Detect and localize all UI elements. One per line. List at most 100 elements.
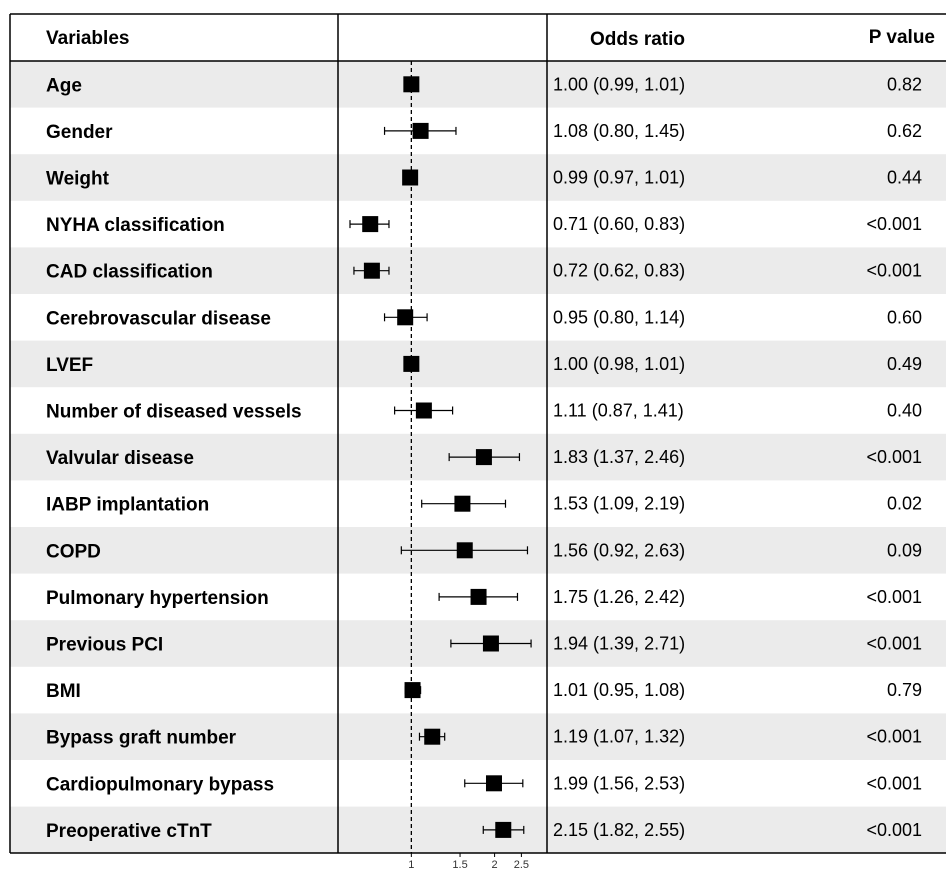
p-value: 0.62 [887,121,922,141]
odds-ratio-value: 1.11 (0.87, 1.41) [553,401,684,421]
odds-ratio-value: 1.19 (1.07, 1.32) [553,727,685,747]
variable-label: Gender [46,122,113,143]
or-point [397,309,414,326]
table-row: IABP implantation 1.53 (1.09, 2.19) 0.02 [46,494,922,516]
table-row: Pulmonary hypertension 1.75 (1.26, 2.42) <… [46,587,922,609]
variable-label: BMI [46,681,81,702]
odds-ratio-value: 1.00 (0.98, 1.01) [553,354,685,374]
x-tick-label: 1 [408,859,414,871]
or-point [402,169,419,186]
table-row: LVEF 1.00 (0.98, 1.01) 0.49 [46,354,922,376]
or-point [362,216,379,233]
data-rows: Age 1.00 (0.99, 1.01) 0.82 Gender 1.08 (0.80… [46,74,922,842]
variable-label: Number of diseased vessels [46,402,302,423]
table-row: Gender 1.08 (0.80, 1.45) 0.62 [46,121,922,143]
row-stripe [10,340,946,388]
table-row: NYHA classification 0.71 (0.60, 0.83) <0.0… [46,214,922,236]
variable-label: Pulmonary hypertension [46,588,269,609]
x-tick-label: 2.5 [514,859,529,871]
table-row: Cerebrovascular disease 0.95 (0.80, 1.14)… [46,307,922,329]
odds-ratio-value: 1.75 (1.26, 2.42) [553,587,685,607]
variable-label: CAD classification [46,262,213,283]
table-row: Weight 0.99 (0.97, 1.01) 0.44 [46,168,922,190]
table-row: Bypass graft number 1.19 (1.07, 1.32) <0.0… [46,727,922,749]
odds-ratio-value: 0.71 (0.60, 0.83) [553,214,685,234]
or-point [485,775,502,792]
odds-ratio-value: 1.83 (1.37, 2.46) [553,447,685,467]
odds-ratio-value: 1.00 (0.99, 1.01) [553,74,685,94]
p-value: 0.09 [887,540,922,560]
variable-label: IABP implantation [46,495,209,516]
p-value: <0.001 [866,214,922,234]
header-row: Variables Odds ratio P value [46,27,935,50]
odds-ratio-value: 1.01 (0.95, 1.08) [553,680,685,700]
table-row: Number of diseased vessels 1.11 (0.87, 1.… [46,401,922,423]
or-point [475,449,492,466]
variable-label: Preoperative cTnT [46,821,212,842]
table-row: Valvular disease 1.83 (1.37, 2.46) <0.001 [46,447,922,469]
p-value: 0.82 [887,74,922,94]
odds-ratio-value: 1.53 (1.09, 2.19) [553,494,685,514]
p-value: 0.60 [887,307,922,327]
row-stripe [10,806,946,854]
p-value: 0.44 [887,168,922,188]
odds-ratio-value: 0.99 (0.97, 1.01) [553,168,685,188]
row-stripe [10,713,946,760]
or-point [412,122,429,139]
or-point [456,542,473,559]
x-tick-label: 1.5 [452,859,467,871]
row-stripe [10,247,946,294]
header-odds-ratio: Odds ratio [590,29,685,50]
table-row: BMI 1.01 (0.95, 1.08) 0.79 [46,680,922,702]
variable-label: Valvular disease [46,448,194,469]
odds-ratio-value: 1.94 (1.39, 2.71) [553,634,685,654]
p-value: 0.40 [887,401,922,421]
header-p-value: P value [869,27,935,48]
p-value: <0.001 [866,727,922,747]
header-variables: Variables [46,28,129,49]
table-row: Preoperative cTnT 2.15 (1.82, 2.55) <0.001 [46,820,922,842]
p-value: 0.49 [887,354,922,374]
or-point [403,355,420,372]
or-point [482,635,499,652]
odds-ratio-value: 1.99 (1.56, 2.53) [553,773,685,793]
variable-label: Cerebrovascular disease [46,308,271,329]
p-value: <0.001 [866,634,922,654]
odds-ratio-value: 1.56 (0.92, 2.63) [553,540,685,560]
table-grid [9,13,946,854]
p-value: <0.001 [866,447,922,467]
or-point [495,821,512,838]
or-point [454,495,471,512]
p-value: 0.02 [887,494,922,514]
variable-label: Previous PCI [46,635,163,656]
table-row: CAD classification 0.72 (0.62, 0.83) <0.00… [46,261,922,283]
table-row: Previous PCI 1.94 (1.39, 2.71) <0.001 [46,634,922,656]
odds-ratio-value: 0.95 (0.80, 1.14) [553,307,685,327]
x-axis: 1 1.5 2 2.5 [408,853,529,871]
x-tick-label: 2 [492,859,498,871]
odds-ratio-value: 0.72 (0.62, 0.83) [553,261,685,281]
variable-label: Cardiopulmonary bypass [46,774,274,795]
p-value: <0.001 [866,820,922,840]
variable-label: Weight [46,169,110,190]
p-value: <0.001 [866,773,922,793]
table-row: Cardiopulmonary bypass 1.99 (1.56, 2.53) <… [46,773,922,795]
variable-label: LVEF [46,355,93,376]
p-value: <0.001 [866,261,922,281]
or-point [363,262,380,279]
odds-ratio-value: 2.15 (1.82, 2.55) [553,820,685,840]
row-stripe [10,61,946,108]
variable-label: NYHA classification [46,215,225,236]
variable-label: Bypass graft number [46,728,237,749]
variable-label: COPD [46,541,101,562]
table-row: COPD 1.56 (0.92, 2.63) 0.09 [46,540,922,562]
variable-label: Age [46,75,82,96]
or-point [470,588,487,605]
p-value: <0.001 [866,587,922,607]
table-row: Age 1.00 (0.99, 1.01) 0.82 [46,74,922,96]
row-stripe [10,154,946,201]
or-point [403,76,420,93]
or-point [415,402,432,419]
odds-ratio-value: 1.08 (0.80, 1.45) [553,121,685,141]
